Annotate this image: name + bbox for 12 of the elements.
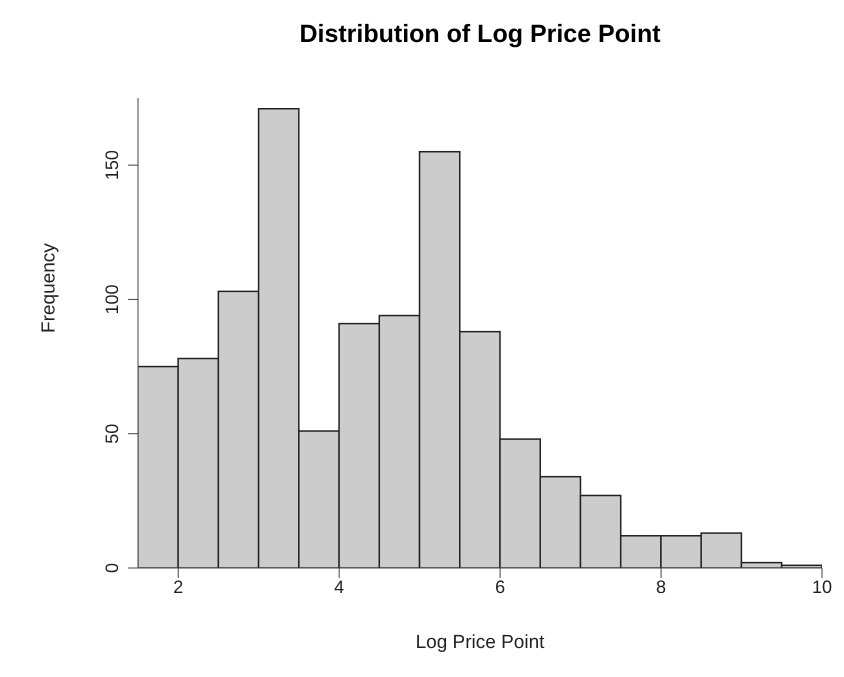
x-tick-label: 10 [812,576,832,597]
x-tick-label: 6 [495,576,506,597]
x-tick-label: 8 [656,576,666,597]
chart-title: Distribution of Log Price Point [298,20,662,49]
y-tick-label: 100 [102,284,122,314]
y-axis-title: Frequency [38,242,60,333]
x-tick-label: 4 [334,576,344,597]
y-tick-label: 150 [102,150,122,180]
x-axis-title: Log Price Point [416,632,546,653]
y-tick-label: 50 [102,424,122,444]
y-tick-label: 0 [102,562,122,574]
x-tick-label: 2 [173,576,184,597]
